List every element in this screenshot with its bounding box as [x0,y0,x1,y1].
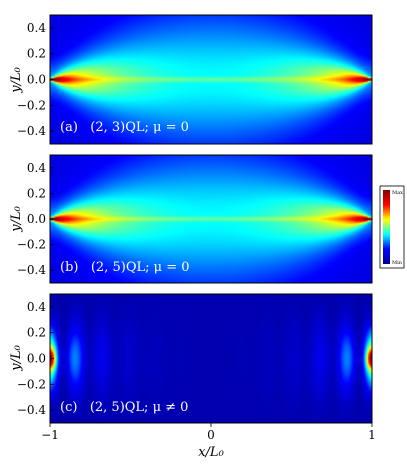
y-tick-label: 0.2 [27,186,46,200]
y-tick-label: −0.4 [17,124,47,138]
x-tick-label: −1 [41,428,59,442]
panel-b-ylabel: y/L₀ [9,205,24,232]
panel-c-label: (c) (2, 5)QL; μ ≠ 0 [60,400,188,415]
y-tick-label: −0.4 [17,263,47,277]
x-tick-label: 1 [368,428,376,442]
panel-b: (b) (2, 5)QL; μ = 0 0.4 0.2 0.0 −0.2 −0.4 y/… [9,154,373,284]
y-tick-label: −0.2 [17,238,46,252]
heatmap-c [50,294,372,423]
panel-a-y-axis: 0.4 0.2 0.0 −0.2 −0.4 [17,21,54,138]
colorbar-gradient [383,190,390,264]
y-tick-label: 0.4 [27,21,46,35]
panel-c-ylabel: y/L₀ [9,344,24,371]
panel-c-x-axis: −1 0 1 [41,423,376,442]
colorbar-max-label: Max [392,190,403,196]
y-tick-label: 0.0 [27,73,46,87]
panel-a: (a) (2, 3)QL; μ = 0 0.4 0.2 0.0 −0.2 −0.4 y/… [9,14,373,145]
colorbar: Max Min [379,185,405,269]
heatmap-b [50,155,372,283]
y-tick-label: 0.2 [27,326,46,340]
y-tick-label: −0.2 [17,377,46,391]
panel-b-y-axis: 0.4 0.2 0.0 −0.2 −0.4 [17,161,54,277]
colorbar-min-label: Min [392,260,403,266]
x-axis-label: x/L₀ [198,445,224,460]
x-tick-label: 0 [207,428,215,442]
y-tick-label: 0.4 [27,161,46,175]
y-tick-label: −0.2 [17,98,46,112]
panel-b-label: (b) (2, 5)QL; μ = 0 [60,260,190,275]
y-tick-label: −0.4 [17,403,47,417]
y-tick-label: 0.4 [27,300,46,314]
heatmap-a [50,15,372,144]
panel-a-label: (a) (2, 3)QL; μ = 0 [60,120,189,135]
y-tick-label: 0.2 [27,47,46,61]
y-tick-label: 0.0 [27,352,46,366]
panel-c: (c) (2, 5)QL; μ ≠ 0 0.4 0.2 0.0 −0.2 −0.4 y/… [9,293,376,460]
panel-c-y-axis: 0.4 0.2 0.0 −0.2 −0.4 [17,300,54,417]
y-tick-label: 0.0 [27,212,46,226]
panel-a-ylabel: y/L₀ [9,66,24,93]
